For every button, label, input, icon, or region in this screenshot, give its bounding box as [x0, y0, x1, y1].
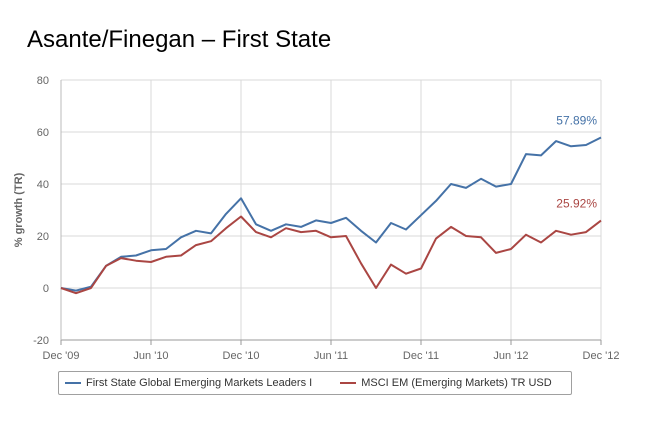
series-line-benchmark — [60, 215, 602, 295]
legend-label-benchmark: MSCI EM (Emerging Markets) TR USD — [361, 377, 552, 389]
series-group — [60, 136, 602, 295]
x-tick-label: Dec '10 — [223, 350, 260, 362]
y-tick-label: -20 — [33, 335, 49, 347]
x-tick-label: Dec '09 — [43, 350, 80, 362]
y-axis-label: % growth (TR) — [13, 172, 25, 247]
legend: First State Global Emerging Markets Lead… — [58, 371, 572, 395]
y-tick-label: 60 — [37, 127, 49, 139]
series-line-fund — [60, 136, 602, 292]
axis-labels: 80 60 40 20 0 -20 Dec '09 Jun '10 Dec '10 Jun '11… — [13, 75, 619, 362]
x-tick-label: Jun '10 — [133, 350, 168, 362]
end-value-label-fund: 57.89% — [556, 113, 597, 127]
grid-lines — [60, 79, 602, 341]
y-tick-label: 40 — [37, 179, 49, 191]
legend-item-fund[interactable]: First State Global Emerging Markets Lead… — [59, 377, 312, 389]
axes — [60, 80, 602, 345]
x-tick-label: Jun '12 — [493, 350, 528, 362]
legend-item-benchmark[interactable]: MSCI EM (Emerging Markets) TR USD — [334, 377, 552, 389]
chart-title: Asante/Finegan – First State — [27, 26, 332, 53]
y-tick-label: 20 — [37, 231, 49, 243]
x-tick-label: Jun '11 — [314, 350, 348, 362]
x-tick-label: Dec '12 — [583, 350, 620, 362]
y-tick-label: 0 — [43, 283, 49, 295]
legend-swatch-fund — [65, 382, 81, 384]
legend-swatch-benchmark — [340, 382, 357, 384]
end-value-label-benchmark: 25.92% — [556, 197, 597, 211]
legend-label-fund: First State Global Emerging Markets Lead… — [86, 377, 313, 389]
x-tick-label: Dec '11 — [403, 350, 439, 362]
y-tick-label: 80 — [37, 75, 49, 87]
